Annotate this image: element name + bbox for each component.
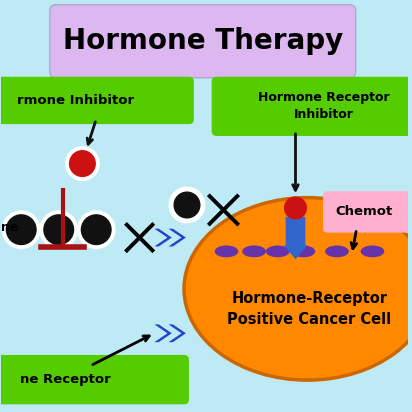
Circle shape xyxy=(77,211,115,248)
Text: Hormone Receptor
Inhibitor: Hormone Receptor Inhibitor xyxy=(258,91,390,122)
Text: rmone Inhibitor: rmone Inhibitor xyxy=(17,94,134,107)
Circle shape xyxy=(174,192,200,218)
Ellipse shape xyxy=(292,246,315,258)
Circle shape xyxy=(169,187,205,223)
Text: Hormone-Receptor
Positive Cancer Cell: Hormone-Receptor Positive Cancer Cell xyxy=(227,290,391,327)
Text: Hormone Therapy: Hormone Therapy xyxy=(63,27,343,55)
FancyBboxPatch shape xyxy=(323,191,412,233)
Ellipse shape xyxy=(242,246,266,258)
Polygon shape xyxy=(154,324,172,342)
Polygon shape xyxy=(169,229,186,246)
Circle shape xyxy=(285,197,307,219)
Ellipse shape xyxy=(266,246,290,258)
Polygon shape xyxy=(283,246,307,259)
Text: Chemot: Chemot xyxy=(335,206,392,218)
Circle shape xyxy=(82,215,111,244)
Polygon shape xyxy=(154,229,172,246)
Circle shape xyxy=(44,215,73,244)
Ellipse shape xyxy=(360,246,384,258)
Circle shape xyxy=(66,147,99,180)
Polygon shape xyxy=(169,324,186,342)
Text: ne Receptor: ne Receptor xyxy=(20,373,111,386)
Circle shape xyxy=(7,215,36,244)
Circle shape xyxy=(2,211,40,248)
Circle shape xyxy=(40,211,77,248)
FancyBboxPatch shape xyxy=(212,77,412,136)
Ellipse shape xyxy=(325,246,349,258)
FancyBboxPatch shape xyxy=(50,5,356,78)
FancyBboxPatch shape xyxy=(0,355,189,404)
Ellipse shape xyxy=(215,246,238,258)
Circle shape xyxy=(70,151,95,176)
Text: ne: ne xyxy=(1,221,18,234)
FancyBboxPatch shape xyxy=(0,77,194,124)
Ellipse shape xyxy=(184,198,412,380)
FancyBboxPatch shape xyxy=(286,217,305,246)
